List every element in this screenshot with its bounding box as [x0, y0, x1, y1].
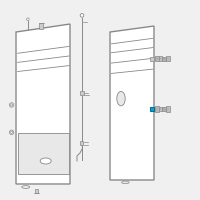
- Ellipse shape: [160, 108, 161, 109]
- Polygon shape: [110, 26, 154, 180]
- Bar: [162, 57, 166, 61]
- Ellipse shape: [11, 104, 13, 106]
- Ellipse shape: [9, 103, 14, 107]
- Bar: [166, 56, 170, 61]
- Ellipse shape: [168, 108, 169, 109]
- Bar: [159, 107, 162, 111]
- Ellipse shape: [160, 58, 161, 59]
- Bar: [150, 57, 154, 61]
- Bar: [80, 91, 84, 95]
- Bar: [166, 106, 170, 112]
- Bar: [39, 23, 43, 29]
- Bar: [35, 189, 38, 193]
- Ellipse shape: [22, 186, 30, 188]
- Ellipse shape: [168, 58, 169, 59]
- Bar: [155, 56, 159, 61]
- Ellipse shape: [122, 181, 129, 184]
- Bar: [155, 106, 159, 112]
- Ellipse shape: [27, 18, 29, 21]
- Ellipse shape: [117, 91, 125, 106]
- Ellipse shape: [156, 108, 158, 109]
- Polygon shape: [16, 24, 70, 184]
- Bar: [159, 56, 162, 61]
- Bar: [18, 133, 69, 174]
- Bar: [150, 107, 154, 111]
- Ellipse shape: [80, 14, 84, 17]
- Ellipse shape: [40, 158, 51, 164]
- Ellipse shape: [11, 131, 13, 133]
- Bar: [80, 141, 83, 145]
- Bar: [162, 107, 166, 111]
- Ellipse shape: [9, 130, 14, 135]
- Ellipse shape: [156, 58, 158, 59]
